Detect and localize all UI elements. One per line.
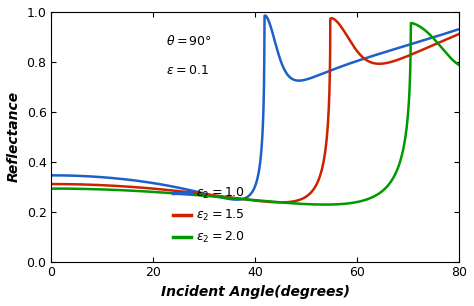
Legend: $\epsilon_2 = 1.0$, $\epsilon_2 = 1.5$, $\epsilon_2 = 2.0$: $\epsilon_2 = 1.0$, $\epsilon_2 = 1.5$, … bbox=[168, 181, 250, 250]
Text: $\theta = 90°$: $\theta = 90°$ bbox=[165, 34, 211, 48]
Y-axis label: Reflectance: Reflectance bbox=[7, 91, 21, 182]
X-axis label: Incident Angle(degrees): Incident Angle(degrees) bbox=[161, 285, 350, 299]
Text: $\varepsilon = 0.1$: $\varepsilon = 0.1$ bbox=[165, 64, 208, 77]
